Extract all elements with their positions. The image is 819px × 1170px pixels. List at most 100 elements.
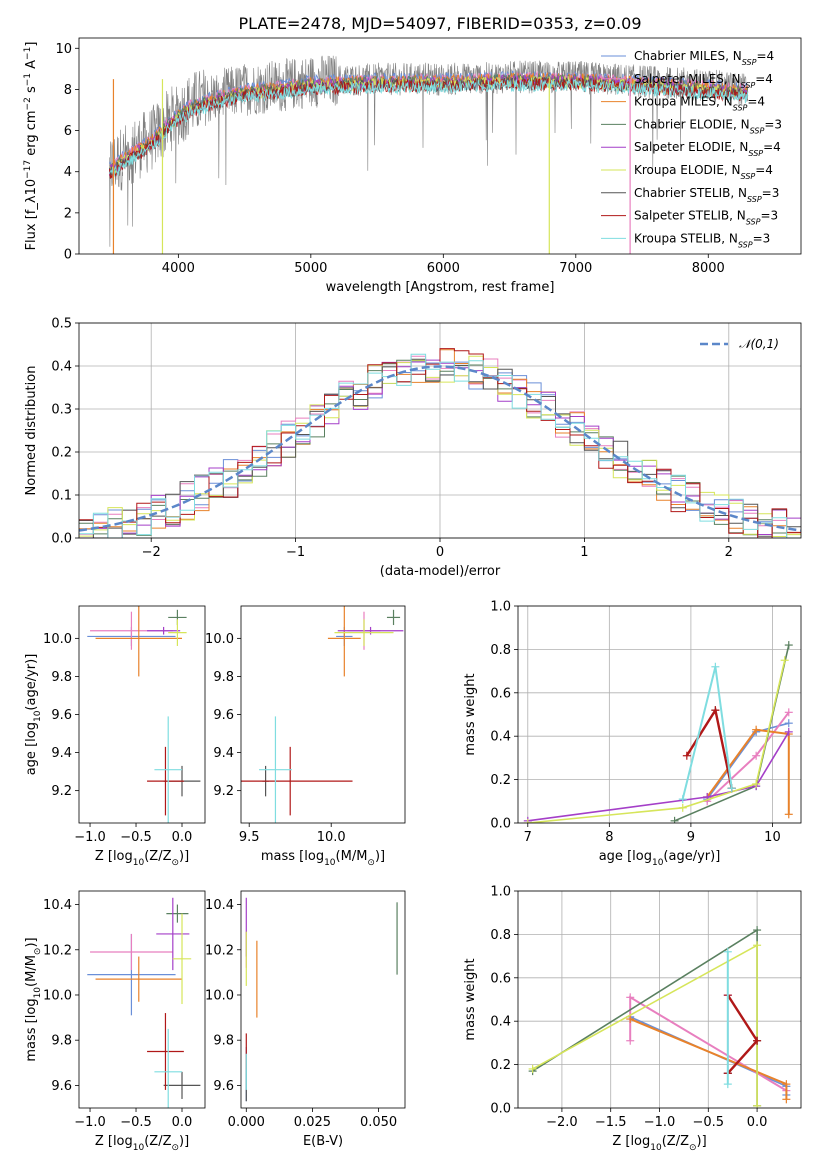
mass-weight-marker	[753, 926, 762, 935]
x-axis-label: (data-model)/error	[380, 564, 501, 579]
mass-weight-marker	[678, 795, 687, 804]
mass-weight-marker	[528, 1064, 537, 1073]
plot-area-massweight_vs_Z	[528, 926, 791, 1108]
mass-weight-marker	[752, 725, 761, 734]
legend-label: Chabrier ELODIE, NSSP=3	[634, 117, 782, 135]
y-tick-label: 9.8	[213, 1034, 234, 1049]
mass-weight-marker	[782, 1095, 791, 1104]
mass-weight-series-7	[685, 707, 733, 789]
legend-label: Kroupa ELODIE, NSSP=4	[634, 163, 773, 181]
legend-label: Salpeter ELODIE, NSSP=4	[634, 140, 781, 158]
y-tick-label: 1.0	[490, 600, 511, 615]
mass-weight-marker	[782, 1080, 791, 1089]
y-tick-label: 9.8	[51, 670, 72, 685]
plot-area-age_vs_Z	[87, 606, 201, 823]
axes-frame	[78, 890, 206, 1109]
y-tick-label: 10	[55, 42, 72, 57]
x-axis-label: Z [log10(Z/Z⊙)]	[95, 849, 189, 868]
legend-label: Salpeter STELIB, NSSP=3	[634, 209, 778, 227]
y-tick-label: 2	[64, 206, 72, 221]
legend-label: Kroupa MILES, NSSP=4	[634, 95, 765, 113]
mass-weight-marker	[780, 656, 789, 665]
x-tick-label: −2.0	[546, 1115, 578, 1130]
gaussian-curve	[79, 365, 801, 532]
y-axis-label: mass weight	[463, 958, 478, 1040]
errorbar-point	[166, 904, 189, 923]
y-tick-label: 0.4	[490, 730, 511, 745]
plot-area-mass_vs_Z	[87, 897, 201, 1108]
mass-weight-marker	[670, 816, 679, 823]
mass-weight-marker	[784, 719, 793, 728]
errorbar-point	[156, 897, 190, 971]
y-tick-label: 9.8	[51, 1034, 72, 1049]
x-tick-label: −1.0	[644, 1115, 676, 1130]
axes-frame	[517, 890, 802, 1109]
panel-mass_vs_Z: −1.0 −0.5 0.0 9.6 9.8 10.0 10.2 10.4 Z [log10(Z/…	[24, 890, 206, 1153]
x-tick-label: 9.5	[239, 830, 260, 845]
model-spectrum-8	[109, 78, 749, 178]
y-tick-label: 10.0	[43, 988, 72, 1003]
legend-label: Chabrier MILES, NSSP=4	[634, 49, 774, 67]
y-tick-label: 0.2	[490, 773, 511, 788]
grid-massweight_vs_age	[518, 605, 801, 824]
mass-weight-marker	[784, 708, 793, 717]
errorbar-point	[241, 746, 353, 816]
x-tick-label: −0.5	[693, 1115, 725, 1130]
x-tick-label: −1.0	[74, 1115, 106, 1130]
mass-weight-marker	[784, 810, 793, 819]
panel-residuals: −2 −1 0 1 2 0.0 0.1 0.2 0.3 0.4 0.5 (data-model)/er…	[24, 317, 802, 579]
x-tick-label: 8	[605, 830, 613, 845]
y-tick-label: 0.0	[490, 817, 511, 832]
mass-weight-marker	[626, 1015, 635, 1024]
x-tick-label: 0.0	[172, 830, 193, 845]
mass-weight-marker	[678, 803, 687, 812]
y-tick-label: 6	[64, 124, 72, 139]
y-tick-label: 10.4	[205, 898, 234, 913]
y-axis-label: mass [log10(M/M⊙)]	[24, 937, 43, 1061]
errorbar-point	[172, 913, 192, 1005]
mass-weight-marker	[753, 1036, 762, 1045]
residual-histogram-6	[79, 358, 801, 538]
errorbar-point	[147, 1013, 184, 1090]
x-tick-label: 6000	[427, 261, 460, 276]
y-tick-label: 0.3	[51, 403, 72, 418]
mass-weight-marker	[784, 641, 793, 650]
y-tick-label: 9.2	[213, 784, 234, 799]
errorbar-point	[154, 1028, 183, 1108]
errorbar-point	[95, 606, 183, 677]
axes-frame	[78, 605, 206, 824]
x-axis-label: E(B-V)	[303, 1134, 343, 1149]
y-tick-label: 0.5	[51, 317, 72, 332]
x-tick-label: 1	[580, 545, 588, 560]
x-tick-label: 10.0	[317, 830, 346, 845]
mass-weight-marker	[752, 779, 761, 788]
y-tick-label: 10.2	[43, 943, 72, 958]
y-tick-label: 10.4	[43, 898, 72, 913]
mass-weight-marker	[752, 751, 761, 760]
y-axis-label: mass weight	[463, 673, 478, 755]
y-tick-label: 0.2	[51, 446, 72, 461]
errorbar-point	[168, 619, 187, 646]
legend-label: Salpeter MILES, NSSP=4	[634, 72, 773, 90]
mass-weight-series-4	[527, 731, 790, 822]
errorbar-point	[154, 716, 183, 823]
errorbar-point	[147, 626, 181, 635]
x-axis-label: wavelength [Angstrom, rest frame]	[326, 280, 555, 295]
errorbar-point	[259, 716, 292, 823]
x-tick-label: −1.5	[595, 1115, 627, 1130]
errorbar-point	[327, 606, 361, 677]
y-axis-label: age [log10(age/yr)]	[24, 654, 43, 776]
axes-frame	[78, 37, 802, 255]
panel-mass_vs_ebv: 0.000 0.025 0.050 9.6 9.8 10.0 10.2 10.4 E(B-V)	[205, 890, 406, 1149]
plot-area-massweight_vs_age	[523, 641, 793, 823]
y-tick-label: 0.1	[51, 489, 72, 504]
errorbar-point	[90, 933, 173, 971]
mass-weight-marker	[784, 727, 793, 736]
mass-weight-series-5	[527, 660, 786, 823]
y-axis-label: Normed distribution	[24, 366, 39, 496]
plot-area-age_vs_mass	[241, 606, 404, 823]
panel-age_vs_mass: 9.5 10.0 9.2 9.4 9.6 9.8 10.0 mass [log10(M/M⊙)…	[205, 605, 406, 868]
x-tick-label: −1.0	[74, 830, 106, 845]
